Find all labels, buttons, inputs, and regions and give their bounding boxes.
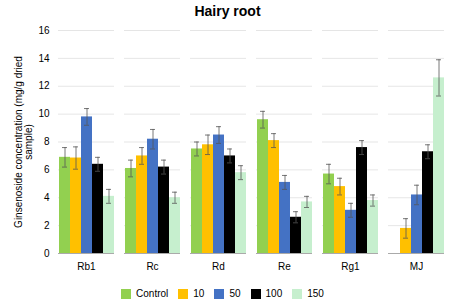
svg-text:Rb1: Rb1 bbox=[77, 261, 96, 272]
html-text:150: 150 bbox=[307, 288, 324, 299]
html-text:10: 10 bbox=[193, 288, 205, 299]
svg-text:2: 2 bbox=[44, 220, 50, 231]
svg-text:Rc: Rc bbox=[146, 261, 158, 272]
svg-text:Ginsenoside concentration (mg/: Ginsenoside concentration (mg/g driedsam… bbox=[13, 56, 34, 228]
html-text:100: 100 bbox=[265, 288, 283, 299]
svg-text:12: 12 bbox=[38, 80, 50, 91]
svg-text:4: 4 bbox=[44, 192, 50, 203]
html-text:Hairy root: Hairy root bbox=[194, 3, 261, 19]
svg-text:16: 16 bbox=[38, 25, 50, 36]
svg-text:Rd: Rd bbox=[212, 261, 225, 272]
svg-text:10: 10 bbox=[38, 108, 50, 119]
svg-text:Re: Re bbox=[278, 261, 291, 272]
svg-text:Rg1: Rg1 bbox=[341, 261, 360, 272]
html-text:Control: Control bbox=[136, 288, 169, 299]
svg-text:14: 14 bbox=[38, 53, 50, 64]
svg-text:8: 8 bbox=[44, 136, 50, 147]
svg-text:0: 0 bbox=[44, 248, 50, 259]
html-text:50: 50 bbox=[229, 288, 241, 299]
svg-text:6: 6 bbox=[44, 164, 50, 175]
svg-text:MJ: MJ bbox=[410, 261, 423, 272]
